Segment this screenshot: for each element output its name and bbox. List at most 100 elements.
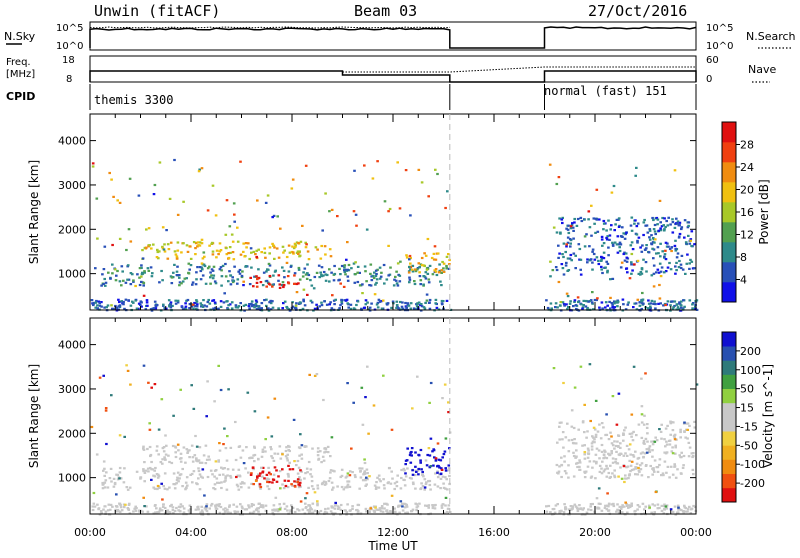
scatter-cell <box>393 278 396 281</box>
scatter-cell <box>578 459 581 462</box>
scatter-cell <box>658 297 662 300</box>
scatter-cell <box>653 511 656 514</box>
scatter-cell <box>655 439 659 442</box>
scatter-cell <box>380 505 384 508</box>
scatter-cell <box>683 219 687 222</box>
scatter-cell <box>398 511 401 514</box>
scatter-cell <box>103 277 106 281</box>
scatter-cell <box>439 477 443 480</box>
scatter-cell <box>616 251 620 254</box>
scatter-cell <box>606 269 609 272</box>
scatter-cell <box>652 237 655 240</box>
scatter-cell <box>602 251 606 254</box>
scatter-cell <box>604 301 608 304</box>
scatter-cell <box>424 277 428 280</box>
scatter-cell <box>196 303 199 306</box>
scatter-cell <box>304 246 308 249</box>
colorbar-tick-label: 16 <box>740 206 754 219</box>
scatter-cell <box>317 264 321 267</box>
scatter-cell <box>236 226 239 229</box>
scatter-cell <box>683 236 686 239</box>
scatter-cell <box>223 510 227 513</box>
scatter-cell <box>660 509 664 512</box>
scatter-cell <box>424 504 427 507</box>
scatter-cell <box>382 263 386 267</box>
scatter-cell <box>157 475 161 478</box>
scatter-cell <box>236 282 239 285</box>
scatter-cell <box>279 227 282 230</box>
scatter-cell <box>582 299 586 302</box>
scatter-cell <box>362 473 365 476</box>
scatter-cell <box>140 273 144 276</box>
scatter-cell <box>624 233 627 236</box>
scatter-cell <box>612 184 616 188</box>
scatter-cell <box>103 486 107 489</box>
scatter-cell <box>320 483 324 486</box>
scatter-cell <box>148 422 151 425</box>
scatter-cell <box>227 388 230 391</box>
scatter-cell <box>632 306 635 309</box>
scatter-cell <box>622 232 625 235</box>
scatter-cell <box>162 485 165 488</box>
scatter-cell <box>404 472 407 475</box>
scatter-cell <box>600 258 603 261</box>
scatter-cell <box>407 270 411 273</box>
scatter-cell <box>270 448 273 451</box>
scatter-cell <box>205 503 209 506</box>
scatter-cell <box>121 270 124 273</box>
scatter-cell <box>349 307 353 310</box>
scatter-cell <box>178 474 182 477</box>
scatter-cell <box>431 506 435 510</box>
scatter-cell <box>637 466 640 470</box>
scatter-cell <box>261 450 265 453</box>
scatter-cell <box>255 300 259 303</box>
scatter-cell <box>676 252 680 255</box>
scatter-cell <box>283 249 286 252</box>
scatter-cell <box>609 296 612 299</box>
scatter-cell <box>650 242 653 245</box>
scatter-cell <box>442 262 446 265</box>
scatter-cell <box>563 460 566 463</box>
scatter-cell <box>102 268 106 271</box>
scatter-cell <box>192 407 196 410</box>
scatter-cell <box>142 468 145 471</box>
scatter-cell <box>614 444 618 448</box>
scatter-cell <box>226 511 230 514</box>
scatter-cell <box>322 459 326 462</box>
scatter-cell <box>296 250 300 253</box>
scatter-cell <box>653 459 657 462</box>
scatter-cell <box>669 433 672 436</box>
scatter-cell <box>613 447 616 450</box>
scatter-cell <box>564 507 568 510</box>
scatter-cell <box>601 460 604 463</box>
scatter-cell <box>172 483 175 486</box>
scatter-cell <box>182 511 186 514</box>
scatter-cell <box>160 398 164 401</box>
scatter-cell <box>91 508 95 512</box>
scatter-cell <box>549 275 552 278</box>
scatter-cell <box>197 244 200 247</box>
scatter-cell <box>445 299 449 302</box>
scatter-cell <box>573 221 576 224</box>
scatter-cell <box>418 502 421 505</box>
scatter-cell <box>195 308 198 311</box>
scatter-cell <box>444 476 447 479</box>
scatter-cell <box>142 445 145 448</box>
scatter-cell <box>385 303 389 306</box>
scatter-cell <box>443 512 446 515</box>
scatter-cell <box>639 273 642 276</box>
scatter-cell <box>91 162 95 165</box>
scatter-cell <box>620 477 624 480</box>
scatter-cell <box>179 503 183 506</box>
scatter-cell <box>304 241 307 244</box>
scatter-cell <box>626 511 629 514</box>
scatter-cell <box>218 473 221 476</box>
scatter-cell <box>299 500 303 503</box>
scatter-cell <box>416 268 419 271</box>
scatter-cell <box>685 242 688 245</box>
scatter-cell <box>211 299 214 302</box>
scatter-cell <box>578 461 582 464</box>
scatter-cell <box>610 224 613 227</box>
scatter-cell <box>270 435 274 438</box>
power-ylabel: Slant Range [km] <box>27 160 41 264</box>
